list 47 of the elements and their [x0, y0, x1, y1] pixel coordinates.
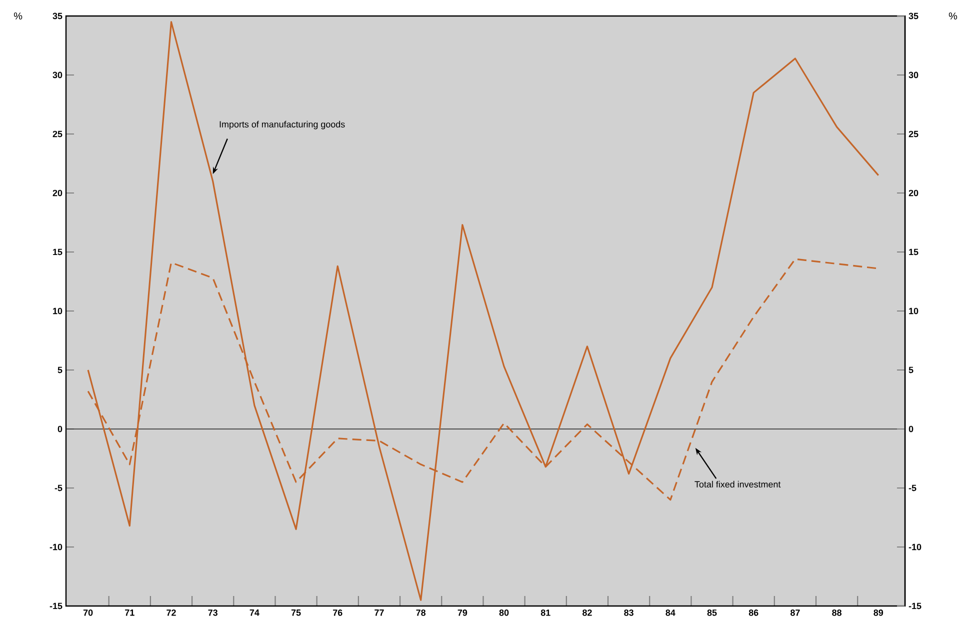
x-tick-label: 78	[416, 610, 426, 616]
y2-tick-label: 10	[909, 308, 918, 314]
text: Imports of manufacturing goods	[220, 120, 345, 130]
series-label: Total fixed investment	[694, 480, 781, 488]
y-tick-label: 10	[53, 308, 62, 314]
y2-tick-label: 20	[908, 190, 918, 196]
x-tick-label: 70	[83, 610, 93, 616]
y-tick-label: -5	[54, 484, 62, 492]
y2-tick-label: -5	[908, 484, 916, 492]
y-tick-label: 5	[58, 366, 62, 374]
y-tick-label: 0	[58, 426, 62, 432]
x-tick-label: 82	[582, 610, 592, 616]
x-tick-label: 72	[166, 610, 176, 616]
x-tick-label: 87	[790, 610, 800, 616]
y2-tick-label: 0	[908, 426, 914, 432]
y2-tick-label: 25	[908, 130, 918, 138]
y2-tick-label: 15	[909, 248, 918, 256]
y-tick-label: 35	[52, 12, 62, 20]
x-tick-label: 75	[291, 610, 301, 616]
x-tick-label: 84	[666, 610, 676, 616]
x-tick-label: 77	[374, 610, 384, 616]
y2-tick-label: 5	[908, 366, 914, 374]
x-tick-label: 76	[333, 610, 342, 616]
y-tick-label: 30	[52, 72, 62, 78]
y-tick-label: 15	[53, 248, 62, 256]
y2-tick-label: -10	[908, 544, 922, 550]
y2-axis-title: %	[948, 12, 958, 20]
x-tick-label: 86	[748, 610, 758, 616]
x-tick-label: 88	[832, 610, 842, 616]
x-tick-label: 83	[624, 610, 634, 616]
x-tick-label: 80	[499, 610, 509, 616]
y2-tick-label: -15	[908, 602, 922, 610]
y-tick-label: 20	[52, 190, 62, 196]
y-tick-label: -10	[50, 544, 62, 550]
x-tick-label: 79	[458, 610, 468, 616]
line-series	[87, 21, 880, 601]
y-tick-label: -15	[50, 602, 62, 610]
x-tick-label: 85	[707, 610, 717, 616]
x-tick-label: 73	[208, 610, 218, 616]
y-axis-title: %	[14, 12, 22, 20]
y-tick-label: 25	[52, 130, 62, 138]
x-tick-label: 81	[540, 610, 550, 616]
y2-tick-label: 30	[908, 72, 918, 78]
x-tick-label: 89	[874, 610, 884, 616]
x-tick-label: 71	[125, 610, 134, 616]
x-tick-label: 74	[250, 610, 260, 616]
y2-tick-label: 35	[908, 12, 918, 20]
